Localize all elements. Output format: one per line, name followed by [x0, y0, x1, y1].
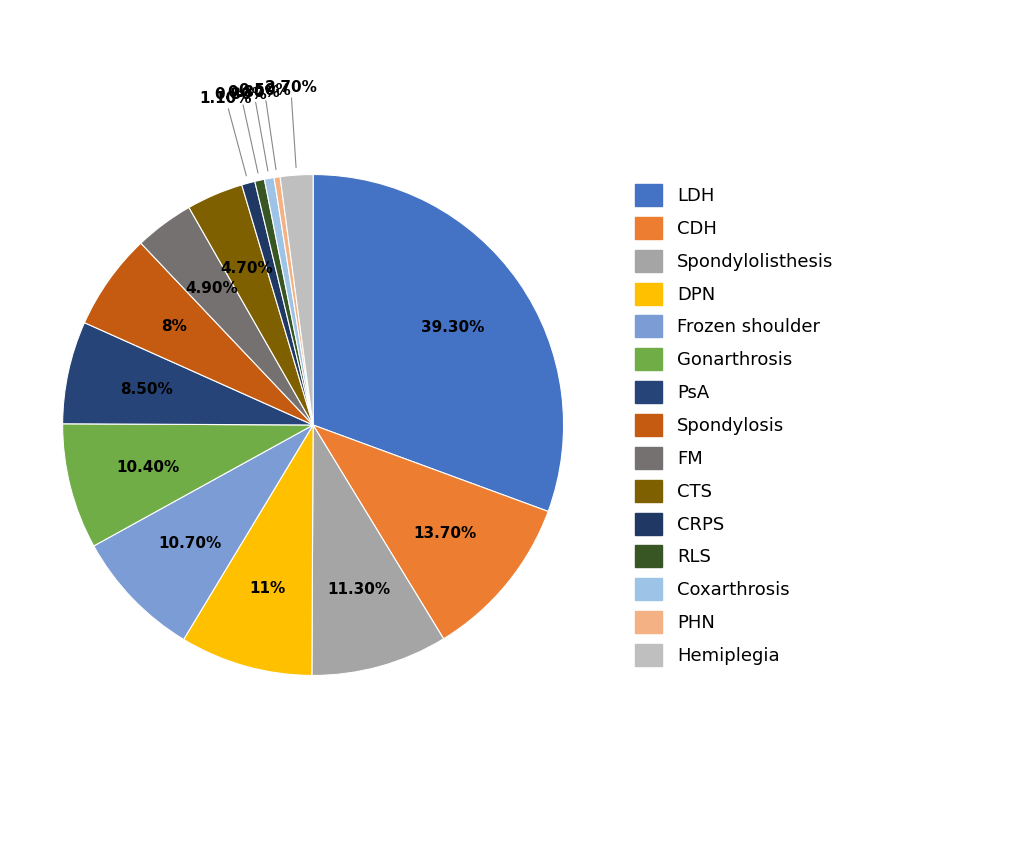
Text: 13.70%: 13.70%	[413, 525, 477, 541]
Text: 1.10%: 1.10%	[199, 91, 251, 176]
Text: 8%: 8%	[162, 319, 187, 334]
Wedge shape	[85, 243, 313, 425]
Wedge shape	[140, 207, 313, 425]
Wedge shape	[265, 178, 313, 425]
Wedge shape	[280, 174, 313, 425]
Text: 0.50%: 0.50%	[238, 82, 291, 170]
Wedge shape	[313, 174, 564, 512]
Wedge shape	[189, 185, 313, 425]
Wedge shape	[241, 181, 313, 425]
Wedge shape	[63, 323, 313, 425]
Text: 4.70%: 4.70%	[220, 261, 273, 276]
Wedge shape	[184, 425, 313, 676]
Text: 39.30%: 39.30%	[421, 320, 485, 335]
Wedge shape	[63, 424, 313, 546]
Wedge shape	[313, 425, 548, 639]
Text: 0.80%: 0.80%	[227, 85, 280, 171]
Wedge shape	[94, 425, 313, 639]
Text: 10.70%: 10.70%	[159, 536, 222, 551]
Legend: LDH, CDH, Spondylolisthesis, DPN, Frozen shoulder, Gonarthrosis, PsA, Spondylosi: LDH, CDH, Spondylolisthesis, DPN, Frozen…	[635, 184, 833, 666]
Wedge shape	[255, 179, 313, 425]
Wedge shape	[312, 425, 443, 676]
Text: 10.40%: 10.40%	[116, 460, 180, 474]
Text: 2.70%: 2.70%	[265, 80, 317, 167]
Wedge shape	[274, 177, 313, 425]
Text: 11.30%: 11.30%	[327, 581, 390, 597]
Text: 4.90%: 4.90%	[185, 280, 238, 296]
Text: 8.50%: 8.50%	[120, 382, 173, 396]
Text: 11%: 11%	[248, 581, 285, 597]
Text: 0.80%: 0.80%	[214, 88, 268, 173]
